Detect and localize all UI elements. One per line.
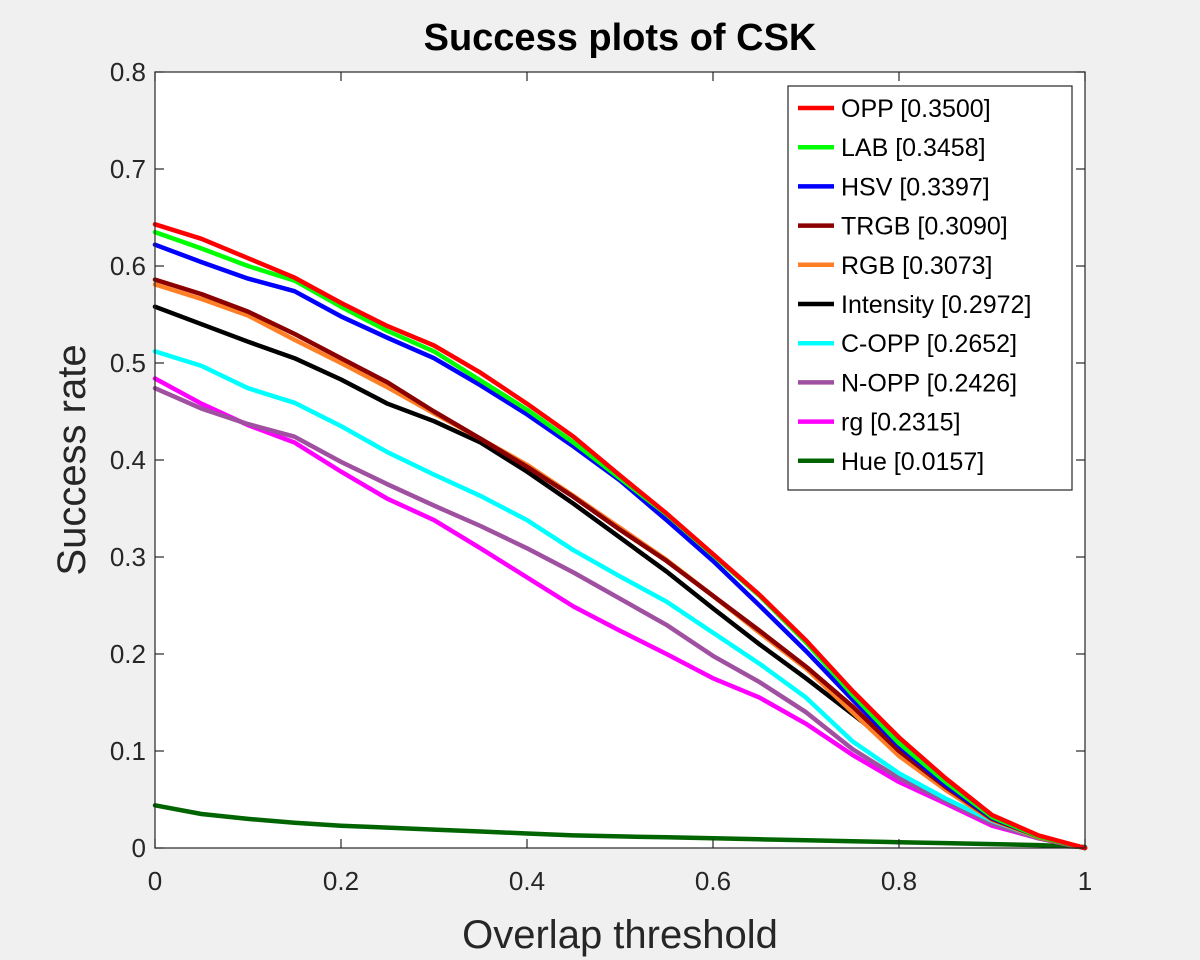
y-axis-title: Success rate [50,344,94,575]
y-tick-label: 0.4 [110,445,146,475]
legend-label: HSV [0.3397] [841,173,990,201]
chart-title: Success plots of CSK [424,17,817,59]
legend-label: TRGB [0.3090] [841,213,1008,241]
y-tick-label: 0.1 [110,736,146,766]
series-line [152,349,1088,851]
legend-label: Hue [0.0157] [841,448,984,476]
y-tick-label: 0.5 [110,348,146,378]
x-tick-label: 0.4 [509,866,545,896]
legend: OPP [0.3500] LAB [0.3458] HSV [0.3397] TRGB… [787,85,1073,491]
y-tick-label: 0.2 [110,639,146,669]
legend-label: LAB [0.3458] [841,134,986,162]
x-tick-label: 0.8 [881,866,917,896]
x-tick-label: 0.6 [695,866,731,896]
legend-label: rg [0.2315] [841,409,961,437]
x-tick-label: 1 [1078,866,1092,896]
y-tick-label: 0.8 [110,57,146,87]
y-tick-label: 0 [132,833,146,863]
y-tick-label: 0.3 [110,542,146,572]
series-line [152,222,1088,851]
legend-box [787,85,1073,491]
legend-label: RGB [0.3073] [841,252,992,280]
x-tick-label: 0.2 [323,866,359,896]
y-tick-label: 0.6 [110,251,146,281]
ticks-layer: 0 0.2 0.4 0.6 0.8 1 0 0.1 0.2 0.3 0.4 0.5 0.6 0.7 0.8 [110,57,1092,896]
series-line [152,803,1088,850]
legend-label: OPP [0.3500] [841,95,991,123]
legend-label: C-OPP [0.2652] [841,330,1017,358]
series-layer [152,222,1088,851]
x-axis-title: Overlap threshold [462,913,778,957]
y-tick-label: 0.7 [110,154,146,184]
legend-label: N-OPP [0.2426] [841,369,1017,397]
series-line [152,376,1088,851]
x-tick-label: 0 [148,866,162,896]
legend-label: Intensity [0.2972] [841,291,1031,319]
series-line [152,385,1088,851]
